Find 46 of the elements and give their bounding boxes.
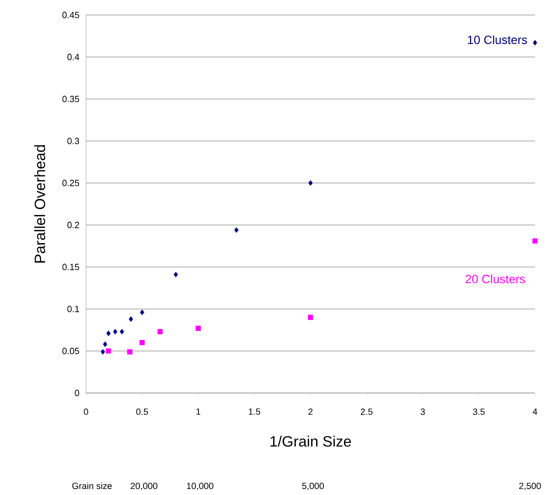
x-tick-label: 4 bbox=[532, 408, 538, 415]
y-tick-label: 0.2 bbox=[67, 222, 80, 228]
text: 5,000 bbox=[302, 482, 324, 490]
y-axis-title: Parallel Overhead bbox=[34, 145, 46, 263]
x-tick-label: 2.5 bbox=[360, 408, 372, 415]
x-tick-label: 3.5 bbox=[472, 408, 485, 415]
y-tick-label: 0.1 bbox=[67, 306, 80, 312]
point bbox=[127, 349, 132, 354]
y-tick-label: 0.15 bbox=[62, 264, 80, 270]
point bbox=[140, 310, 144, 316]
point bbox=[308, 314, 314, 320]
y-tick-label: 0.45 bbox=[62, 12, 80, 18]
series-label: 10 Clusters bbox=[468, 35, 528, 44]
y-tick-label: 0.35 bbox=[62, 96, 80, 102]
point bbox=[128, 316, 134, 322]
x-axis-title: 1/Grain Size bbox=[270, 436, 351, 447]
point bbox=[196, 326, 201, 331]
y-tick-label: 0.25 bbox=[62, 180, 80, 186]
point bbox=[158, 329, 163, 334]
point bbox=[234, 227, 239, 233]
text: Grain size bbox=[72, 482, 112, 490]
point bbox=[174, 272, 178, 278]
x-tick-label: 2 bbox=[308, 408, 313, 415]
x-tick-label: 1 bbox=[196, 408, 200, 415]
point bbox=[102, 341, 108, 348]
text: 2,500 bbox=[519, 482, 541, 490]
text: 10,000 bbox=[186, 482, 214, 490]
y-tick-label: 0 bbox=[74, 390, 80, 396]
point bbox=[120, 328, 124, 334]
point bbox=[106, 348, 112, 354]
y-tick-label: 0.3 bbox=[67, 138, 80, 144]
x-tick-label: 0 bbox=[84, 408, 88, 415]
x-tick-label: 1.5 bbox=[248, 408, 260, 415]
text: 20,000 bbox=[130, 482, 158, 490]
point bbox=[106, 330, 111, 336]
x-tick-label: 3 bbox=[420, 408, 425, 415]
text: 20 Clusters bbox=[466, 274, 526, 284]
point bbox=[532, 40, 538, 46]
point bbox=[100, 349, 105, 355]
y-tick-label: 0.05 bbox=[62, 348, 80, 354]
x-tick-label: 0.5 bbox=[136, 408, 148, 415]
point bbox=[113, 328, 118, 334]
point bbox=[532, 238, 538, 244]
y-tick-label: 0.4 bbox=[67, 54, 80, 60]
point bbox=[140, 340, 145, 346]
point bbox=[308, 180, 313, 186]
